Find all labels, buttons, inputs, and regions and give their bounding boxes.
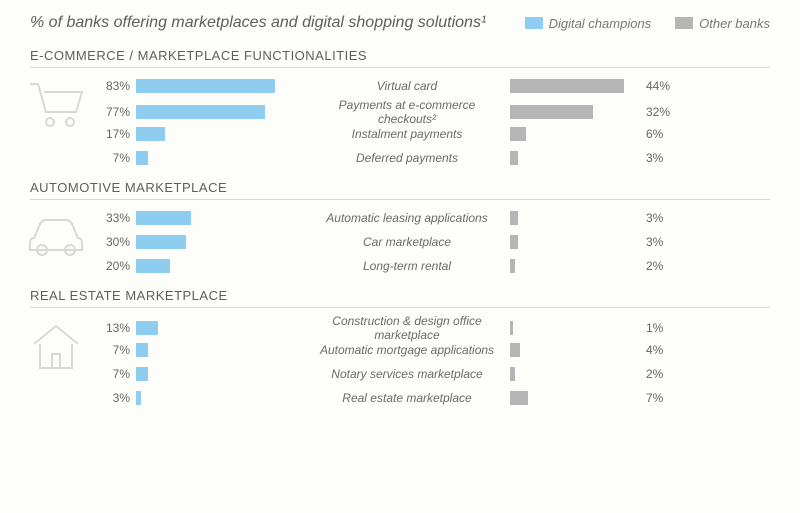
row-label: Automatic mortgage applications [304, 343, 510, 357]
section-title: E-COMMERCE / MARKETPLACE FUNCTIONALITIES [30, 38, 770, 68]
champions-bar [136, 343, 148, 357]
row-label: Virtual card [304, 79, 510, 93]
others-value: 2% [640, 367, 678, 381]
champions-value: 7% [98, 367, 136, 381]
data-row: 77%Payments at e-commerce checkouts²32% [98, 98, 770, 122]
champions-bar [136, 259, 170, 273]
others-bar [510, 105, 593, 119]
champions-value: 83% [98, 79, 136, 93]
legend: Digital champions Other banks [525, 16, 770, 31]
others-bar [510, 259, 515, 273]
others-value: 1% [640, 321, 678, 335]
header: % of banks offering marketplaces and dig… [0, 0, 800, 38]
others-bar [510, 211, 518, 225]
champions-bar [136, 321, 158, 335]
champions-bar [136, 127, 165, 141]
others-bar [510, 391, 528, 405]
others-value: 3% [640, 211, 678, 225]
data-row: 13%Construction & design office marketpl… [98, 314, 770, 338]
legend-champions-label: Digital champions [549, 16, 652, 31]
others-value: 7% [640, 391, 678, 405]
champions-value: 17% [98, 127, 136, 141]
section-rows: 33% Automatic leasing applications 3% 30% Ca… [30, 206, 770, 278]
others-value: 4% [640, 343, 678, 357]
data-row: 83% Virtual card 44% [98, 74, 770, 98]
others-bar [510, 367, 515, 381]
legend-champions-swatch [525, 17, 543, 29]
champions-bar [136, 79, 275, 93]
section: AUTOMOTIVE MARKETPLACE 33% Automatic leasi… [0, 170, 800, 278]
data-row: 3% Real estate marketplace 7% [98, 386, 770, 410]
section: REAL ESTATE MARKETPLACE 13% Construction &… [0, 278, 800, 410]
others-value: 2% [640, 259, 678, 273]
data-row: 30% Car marketplace 3% [98, 230, 770, 254]
data-row: 33% Automatic leasing applications 3% [98, 206, 770, 230]
row-label: Long-term rental [304, 259, 510, 273]
others-bar [510, 151, 518, 165]
house-icon [24, 314, 88, 378]
others-bar [510, 321, 513, 335]
row-label: Payments at e-commerce checkouts² [304, 98, 510, 126]
others-value: 3% [640, 235, 678, 249]
champions-value: 7% [98, 343, 136, 357]
others-value: 32% [640, 105, 678, 119]
champions-bar [136, 235, 186, 249]
row-label: Deferred payments [304, 151, 510, 165]
row-label: Real estate marketplace [304, 391, 510, 405]
champions-bar [136, 391, 141, 405]
champions-bar [136, 105, 265, 119]
row-label: Construction & design office marketplace [304, 314, 510, 342]
car-icon [24, 206, 88, 266]
legend-others-label: Other banks [699, 16, 770, 31]
section-rows: 83%Virtual card44%77%Payments at e-comme… [30, 74, 770, 170]
champions-bar [136, 211, 191, 225]
row-label: Notary services marketplace [304, 367, 510, 381]
row-label: Automatic leasing applications [304, 211, 510, 225]
section: E-COMMERCE / MARKETPLACE FUNCTIONALITIES… [0, 38, 800, 170]
section-rows: 13% Construction & design office marketpl… [30, 314, 770, 410]
champions-value: 33% [98, 211, 136, 225]
section-title: AUTOMOTIVE MARKETPLACE [30, 170, 770, 200]
champions-value: 3% [98, 391, 136, 405]
others-bar [510, 235, 518, 249]
champions-value: 30% [98, 235, 136, 249]
others-value: 6% [640, 127, 678, 141]
others-bar [510, 343, 520, 357]
champions-value: 13% [98, 321, 136, 335]
champions-bar [136, 367, 148, 381]
section-title: REAL ESTATE MARKETPLACE [30, 278, 770, 308]
data-row: 20% Long-term rental 2% [98, 254, 770, 278]
page-title: % of banks offering marketplaces and dig… [30, 14, 486, 32]
data-row: 7% Deferred payments 3% [98, 146, 770, 170]
others-value: 44% [640, 79, 678, 93]
row-label: Instalment payments [304, 127, 510, 141]
others-bar [510, 127, 526, 141]
champions-bar [136, 151, 148, 165]
legend-others: Other banks [675, 16, 770, 31]
legend-champions: Digital champions [525, 16, 652, 31]
row-label: Car marketplace [304, 235, 510, 249]
champions-value: 20% [98, 259, 136, 273]
others-value: 3% [640, 151, 678, 165]
others-bar [510, 79, 624, 93]
champions-value: 7% [98, 151, 136, 165]
legend-others-swatch [675, 17, 693, 29]
champions-value: 77% [98, 105, 136, 119]
data-row: 7% Notary services marketplace 2% [98, 362, 770, 386]
cart-icon [24, 74, 88, 138]
